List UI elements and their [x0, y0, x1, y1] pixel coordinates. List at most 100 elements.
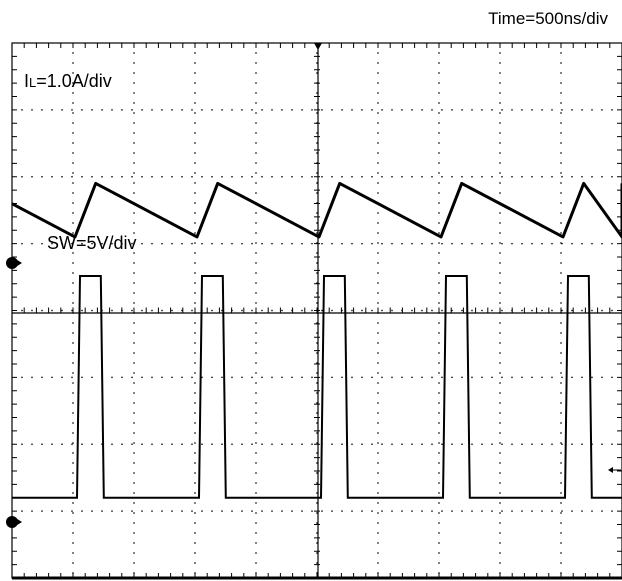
grid-dot	[161, 176, 163, 178]
grid-dot	[171, 376, 173, 379]
grid-dot	[438, 492, 440, 494]
grid-dot	[194, 442, 196, 444]
grid-dot	[316, 462, 318, 464]
grid-dot	[560, 122, 562, 124]
grid-dot	[211, 176, 213, 178]
grid-dot	[111, 309, 113, 312]
grid-dot	[316, 432, 318, 434]
grid-dot	[531, 510, 533, 512]
grid-dot	[561, 443, 563, 445]
grid-dot	[51, 510, 53, 512]
grid-dot	[499, 492, 501, 494]
grid-dot	[141, 242, 143, 245]
grid-dot	[438, 462, 440, 464]
grid-dot	[541, 109, 543, 111]
grid-dot	[377, 562, 379, 564]
grid-dot	[194, 262, 196, 264]
grid-dot	[271, 176, 273, 178]
channel-2-ground-marker	[6, 257, 22, 269]
grid-dot	[438, 122, 440, 124]
grid-dot	[377, 542, 379, 544]
grid-dot	[133, 362, 135, 364]
grid-dot	[72, 302, 74, 304]
grid-dot	[541, 242, 543, 245]
grid-dot	[255, 422, 257, 424]
grid-dot	[351, 510, 353, 512]
grid-dot	[133, 232, 135, 234]
grid-dot	[611, 309, 613, 312]
grid-dot	[31, 376, 33, 379]
grid-dot	[255, 552, 257, 554]
grid-dot	[438, 502, 440, 504]
grid-dot	[560, 172, 562, 174]
grid-dot	[241, 176, 243, 178]
grid-dot	[481, 176, 483, 178]
grid-dot	[71, 510, 73, 512]
grid-dot	[194, 362, 196, 364]
grid-dot	[377, 472, 379, 474]
grid-dot	[391, 376, 393, 379]
grid-dot	[194, 332, 196, 334]
grid-dot	[499, 182, 501, 184]
grid-dot	[31, 176, 33, 178]
grid-dot	[21, 376, 23, 379]
grid-dot	[316, 72, 318, 74]
grid-dot	[316, 322, 318, 324]
grid-dot	[241, 376, 243, 379]
grid-dot	[141, 443, 143, 445]
grid-dot	[61, 109, 63, 111]
grid-dot	[301, 176, 303, 178]
grid-dot	[255, 232, 257, 234]
grid-dot	[194, 462, 196, 464]
grid-dot	[501, 510, 503, 512]
grid-dot	[377, 132, 379, 134]
grid-dot	[499, 482, 501, 484]
grid-dot	[438, 292, 440, 294]
grid-dot	[171, 242, 173, 245]
grid-dot	[316, 482, 318, 484]
grid-dot	[133, 552, 135, 554]
grid-dot	[491, 242, 493, 245]
grid-dot	[351, 376, 353, 379]
grid-dot	[311, 510, 313, 512]
grid-dot	[381, 309, 383, 312]
grid-dot	[72, 102, 74, 104]
grid-dot	[611, 376, 613, 379]
grid-dot	[194, 302, 196, 304]
grid-dot	[441, 510, 443, 512]
grid-dot	[560, 552, 562, 554]
grid-dot	[381, 176, 383, 178]
grid-dot	[377, 452, 379, 454]
grid-dot	[377, 352, 379, 354]
grid-dot	[341, 242, 343, 245]
grid-dot	[601, 242, 603, 245]
grid-dot	[316, 152, 318, 154]
grid-dot	[255, 142, 257, 144]
grid-dot	[377, 362, 379, 364]
grid-dot	[72, 52, 74, 54]
grid-dot	[81, 176, 83, 178]
grid-dot	[133, 72, 135, 74]
grid-dot	[377, 222, 379, 224]
grid-dot	[191, 309, 193, 312]
grid-dot	[381, 242, 383, 245]
grid-dot	[377, 502, 379, 504]
grid-dot	[571, 109, 573, 111]
grid-dot	[371, 510, 373, 512]
grid-dot	[194, 202, 196, 204]
grid-dot	[591, 109, 593, 111]
grid-dot	[72, 352, 74, 354]
grid-dot	[21, 309, 23, 312]
grid-dot	[91, 443, 93, 445]
grid-dot	[571, 376, 573, 379]
grid-dot	[194, 512, 196, 514]
grid-dot	[72, 362, 74, 364]
grid-dot	[255, 92, 257, 94]
grid-dot	[161, 443, 163, 445]
grid-dot	[371, 242, 373, 245]
grid-dot	[21, 176, 23, 178]
grid-dot	[438, 232, 440, 234]
grid-dot	[316, 332, 318, 334]
grid-dot	[194, 232, 196, 234]
